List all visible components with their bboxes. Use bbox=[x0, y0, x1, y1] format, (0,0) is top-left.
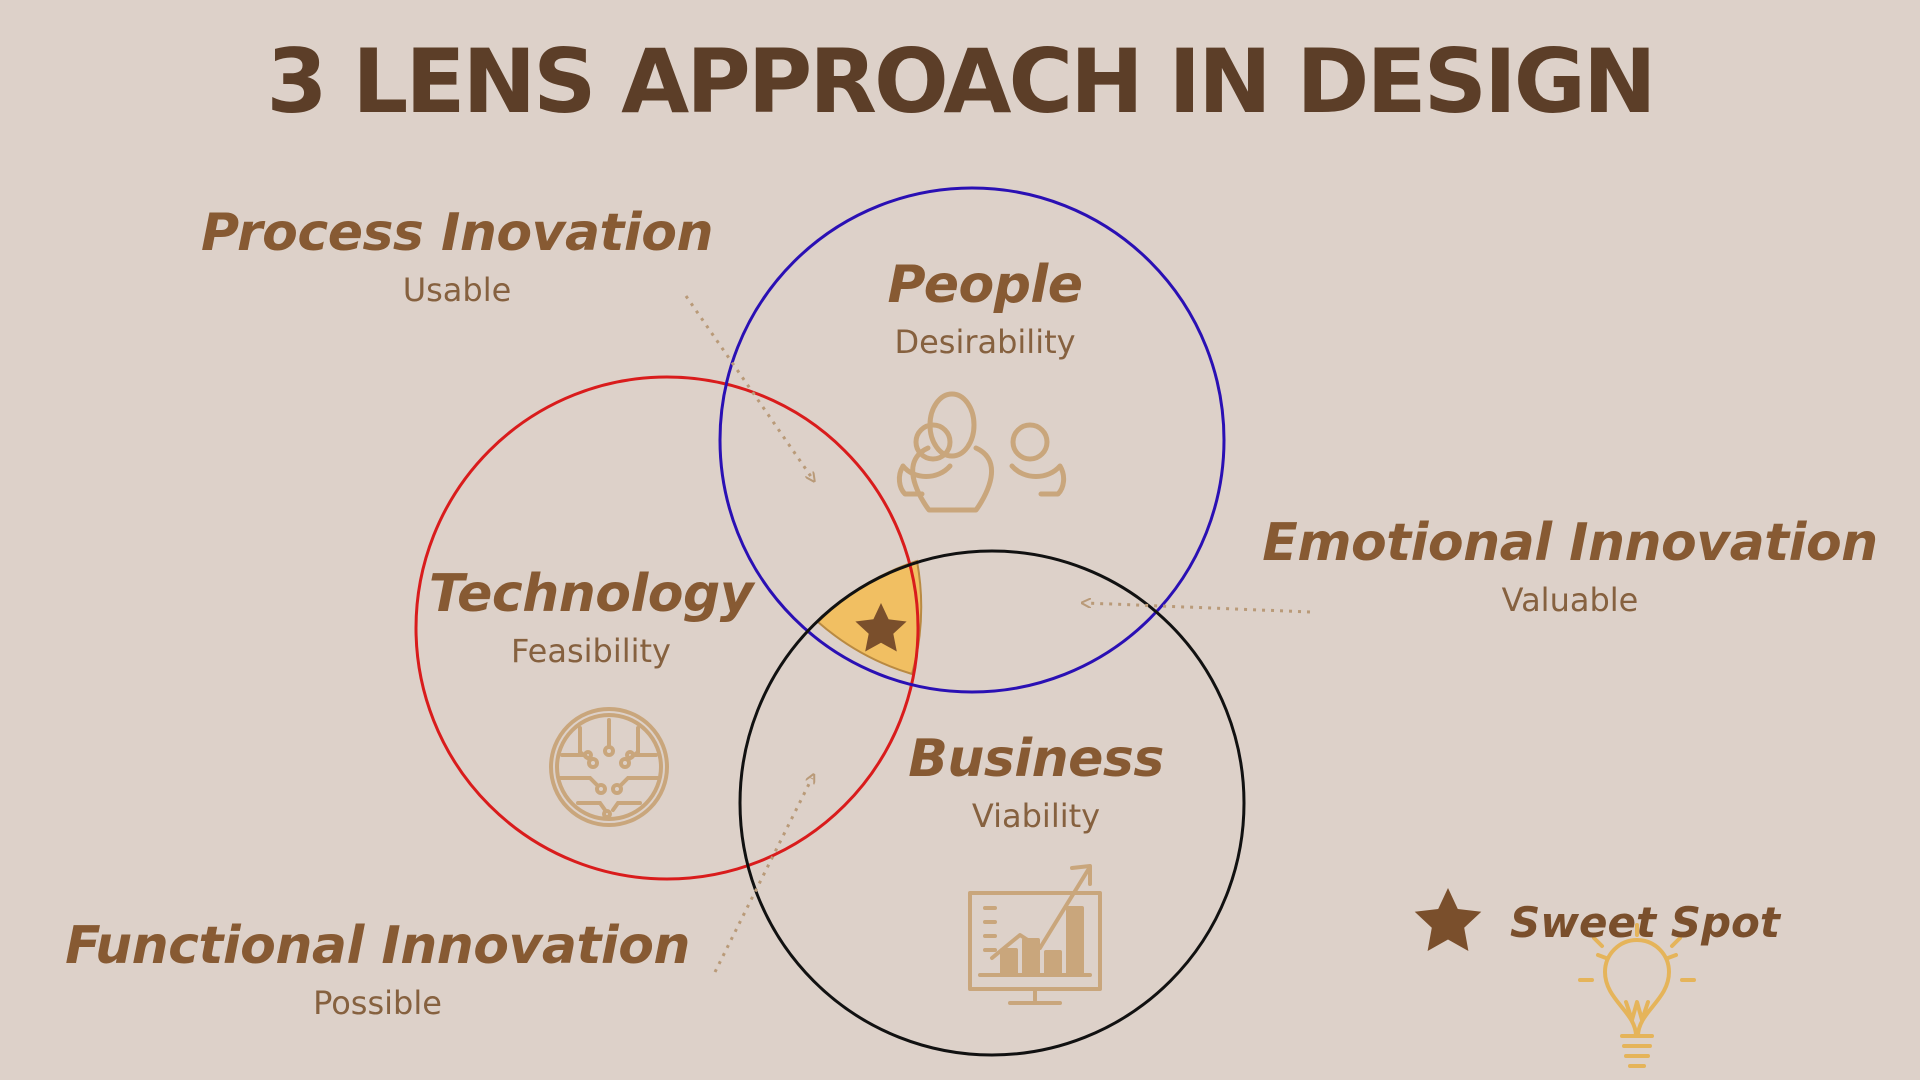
functional-innovation-label: Functional Innovation Possible bbox=[50, 916, 705, 1022]
growth-chart-monitor-icon bbox=[968, 864, 1102, 1005]
sweet-spot-legend-label: Sweet Spot bbox=[1510, 898, 1780, 947]
technology-title: Technology bbox=[428, 564, 754, 624]
process-arrow bbox=[684, 295, 812, 478]
process-innovation-label: Process Inovation Usable bbox=[187, 203, 727, 309]
business-title: Business bbox=[908, 729, 1164, 789]
business-quality: Viability bbox=[971, 796, 1101, 835]
process-innovation-title: Process Inovation bbox=[201, 203, 713, 263]
legend-star-icon bbox=[1414, 888, 1482, 951]
people-circle bbox=[718, 186, 1226, 694]
functional-innovation-title: Functional Innovation bbox=[65, 916, 690, 976]
emotional-arrow bbox=[1086, 603, 1311, 614]
circuit-chip-icon bbox=[549, 707, 669, 827]
emotional-innovation-label: Emotional Innovation Valuable bbox=[1245, 513, 1895, 619]
people-group-icon bbox=[896, 391, 1067, 513]
people-title: People bbox=[887, 255, 1083, 315]
lightbulb-icon bbox=[1578, 923, 1696, 1068]
people-quality: Desirability bbox=[894, 322, 1076, 361]
technology-circle bbox=[414, 375, 920, 881]
business-label: Business Viability bbox=[896, 729, 1176, 835]
technology-label: Technology Feasibility bbox=[416, 564, 766, 670]
technology-quality: Feasibility bbox=[511, 631, 671, 670]
people-label: People Desirability bbox=[885, 255, 1085, 361]
emotional-innovation-quality: Valuable bbox=[1501, 580, 1639, 619]
sweet-spot-star-icon bbox=[855, 603, 907, 652]
sweet-spot-region bbox=[816, 559, 923, 676]
emotional-innovation-title: Emotional Innovation bbox=[1262, 513, 1878, 573]
page-title: 3 LENS APPROACH IN DESIGN bbox=[266, 30, 1656, 133]
functional-innovation-quality: Possible bbox=[313, 983, 442, 1022]
functional-arrow bbox=[713, 778, 812, 973]
business-circle bbox=[738, 549, 1246, 1057]
process-innovation-quality: Usable bbox=[402, 270, 512, 309]
